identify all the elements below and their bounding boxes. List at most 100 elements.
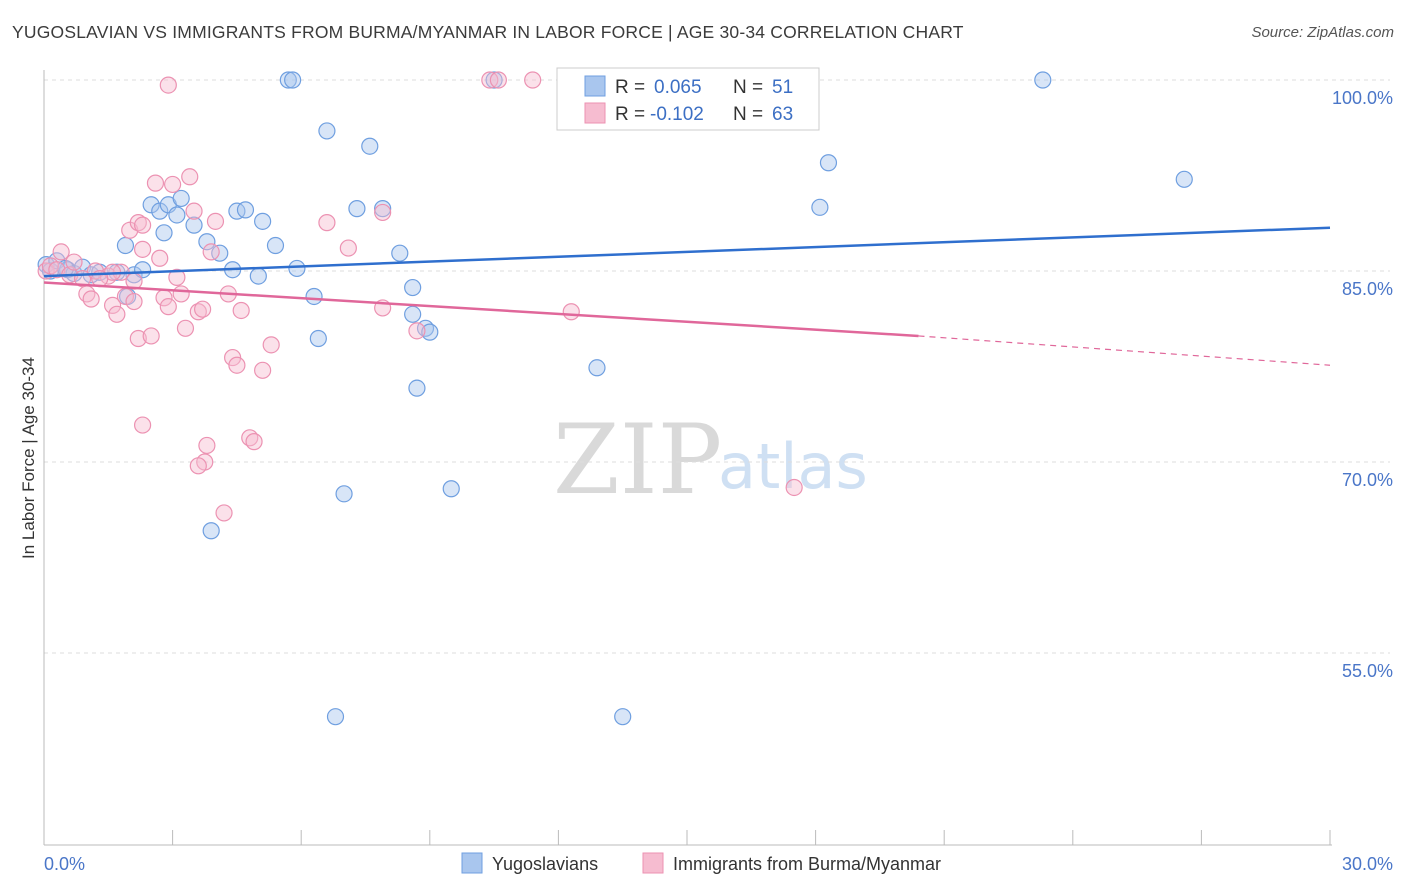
yugoslavians-point-29 — [279, 71, 297, 89]
yugoslavians-point-47 — [819, 154, 838, 172]
yugoslavians-point-43 — [421, 323, 439, 341]
burma-point-59 — [562, 303, 580, 321]
yugoslavians-trend-line — [43, 226, 1331, 278]
burma-point-46 — [198, 436, 216, 455]
yugoslavians-point-50 — [1175, 170, 1193, 188]
burma-trend-extension — [918, 335, 1331, 366]
yugoslavians-point-54 — [442, 480, 460, 498]
yugoslavians-point-33 — [309, 329, 327, 348]
yugoslavians-point-44 — [485, 71, 503, 89]
yugoslavians-point-39 — [404, 278, 422, 297]
burma-point-31 — [181, 168, 199, 186]
x-tick-label-30: 30.0% — [1342, 854, 1393, 874]
x-axis-ticks — [43, 830, 1331, 845]
yugoslavians-point-52 — [614, 708, 632, 726]
burma-point-28 — [168, 268, 186, 286]
stat-n-label-blue: N = — [733, 77, 763, 98]
yugoslavians-point-40 — [404, 305, 422, 323]
y-axis-tick-labels: 100.0% 85.0% 70.0% 55.0% — [1332, 88, 1393, 681]
yugoslavians-point-37 — [374, 200, 392, 218]
yugoslavians-point-11 — [116, 236, 135, 255]
burma-point-41 — [232, 301, 250, 320]
burma-point-19 — [125, 292, 143, 311]
yugoslavians-point-41 — [408, 379, 426, 397]
yugoslavians-point-20 — [155, 224, 173, 242]
yugoslavians-point-27 — [254, 212, 272, 230]
yugoslavians-point-51 — [326, 708, 345, 726]
trend-lines — [43, 226, 1331, 366]
burma-trend-line — [43, 281, 919, 338]
stats-swatch-blue — [584, 75, 606, 97]
burma-point-52 — [339, 239, 357, 257]
y-tick-label-55: 55.0% — [1342, 661, 1393, 681]
burma-point-49 — [133, 416, 152, 434]
burma-point-8 — [82, 290, 100, 308]
yugoslavians-point-30 — [284, 71, 302, 89]
stats-legend-box: R = 0.065 N = 51 R = -0.102 N = 63 — [556, 67, 820, 131]
burma-point-60 — [785, 478, 803, 497]
yugoslavians-point-18 — [172, 189, 190, 208]
yugoslavians-point-32 — [305, 287, 323, 306]
stat-n-value-pink: 63 — [772, 104, 793, 125]
burma-point-20 — [129, 329, 147, 348]
yugoslavians-point-14 — [142, 196, 160, 214]
burma-point-26 — [159, 298, 177, 316]
stat-r-value-blue: 0.065 — [654, 77, 702, 98]
burma-point-36 — [206, 212, 225, 230]
burma-point-29 — [172, 285, 190, 303]
stats-swatch-pink — [584, 102, 606, 124]
stat-r-label-blue: R = — [615, 77, 645, 98]
stat-r-label-pink: R = — [615, 104, 645, 125]
legend-label-yugoslavians: Yugoslavians — [492, 854, 598, 874]
yugoslavians-point-17 — [168, 206, 186, 224]
burma-point-48 — [189, 457, 207, 475]
yugoslavians-point-49 — [1034, 71, 1052, 89]
watermark: ZIP atlas — [553, 404, 868, 516]
y-axis-title: In Labor Force | Age 30-34 — [19, 357, 38, 559]
y-tick-label-85: 85.0% — [1342, 279, 1393, 299]
x-tick-label-0: 0.0% — [44, 854, 85, 874]
stat-n-label-pink: N = — [733, 104, 763, 125]
yugoslavians-point-15 — [151, 202, 169, 220]
burma-point-12 — [108, 305, 126, 323]
burma-point-43 — [245, 433, 263, 451]
burma-point-27 — [164, 175, 182, 194]
burma-point-55 — [408, 322, 426, 340]
y-tick-label-100: 100.0% — [1332, 88, 1393, 108]
yugoslavians-point-45 — [588, 359, 606, 377]
x-axis-tick-labels: 0.0% 30.0% — [44, 854, 1393, 874]
yugoslavians-point-22 — [211, 244, 229, 262]
burma-point-34 — [194, 300, 212, 318]
yugoslavians-points — [37, 71, 1193, 726]
stat-n-value-blue: 51 — [772, 77, 793, 98]
burma-point-51 — [318, 214, 336, 232]
yugoslavians-point-21 — [198, 233, 216, 251]
burma-point-35 — [202, 243, 220, 261]
yugoslavians-point-34 — [318, 122, 336, 140]
burma-point-18 — [133, 240, 152, 258]
yugoslavians-point-26 — [249, 267, 267, 285]
yugoslavians-point-55 — [202, 522, 220, 540]
stat-r-value-pink: -0.102 — [650, 104, 704, 125]
watermark-zip: ZIP — [553, 404, 722, 516]
burma-point-2 — [48, 261, 66, 279]
burma-point-21 — [133, 216, 152, 234]
yugoslavians-point-53 — [335, 485, 353, 503]
yugoslavians-point-35 — [348, 200, 366, 218]
yugoslavians-point-10 — [125, 266, 143, 284]
legend-label-burma: Immigrants from Burma/Myanmar — [673, 854, 941, 874]
burma-point-44 — [254, 361, 272, 379]
watermark-atlas: atlas — [718, 430, 868, 503]
burma-point-5 — [65, 253, 83, 271]
burma-point-30 — [176, 319, 195, 337]
burma-point-22 — [142, 327, 160, 345]
chart-source: Source: ZipAtlas.com — [1251, 24, 1394, 41]
burma-point-50 — [159, 76, 177, 94]
legend-swatch-burma — [642, 852, 664, 874]
yugoslavians-point-31 — [288, 259, 306, 278]
chart-title: YUGOSLAVIAN VS IMMIGRANTS FROM BURMA/MYA… — [12, 22, 964, 42]
yugoslavians-point-25 — [236, 201, 255, 219]
burma-point-57 — [489, 71, 507, 89]
burma-point-37 — [215, 504, 233, 522]
